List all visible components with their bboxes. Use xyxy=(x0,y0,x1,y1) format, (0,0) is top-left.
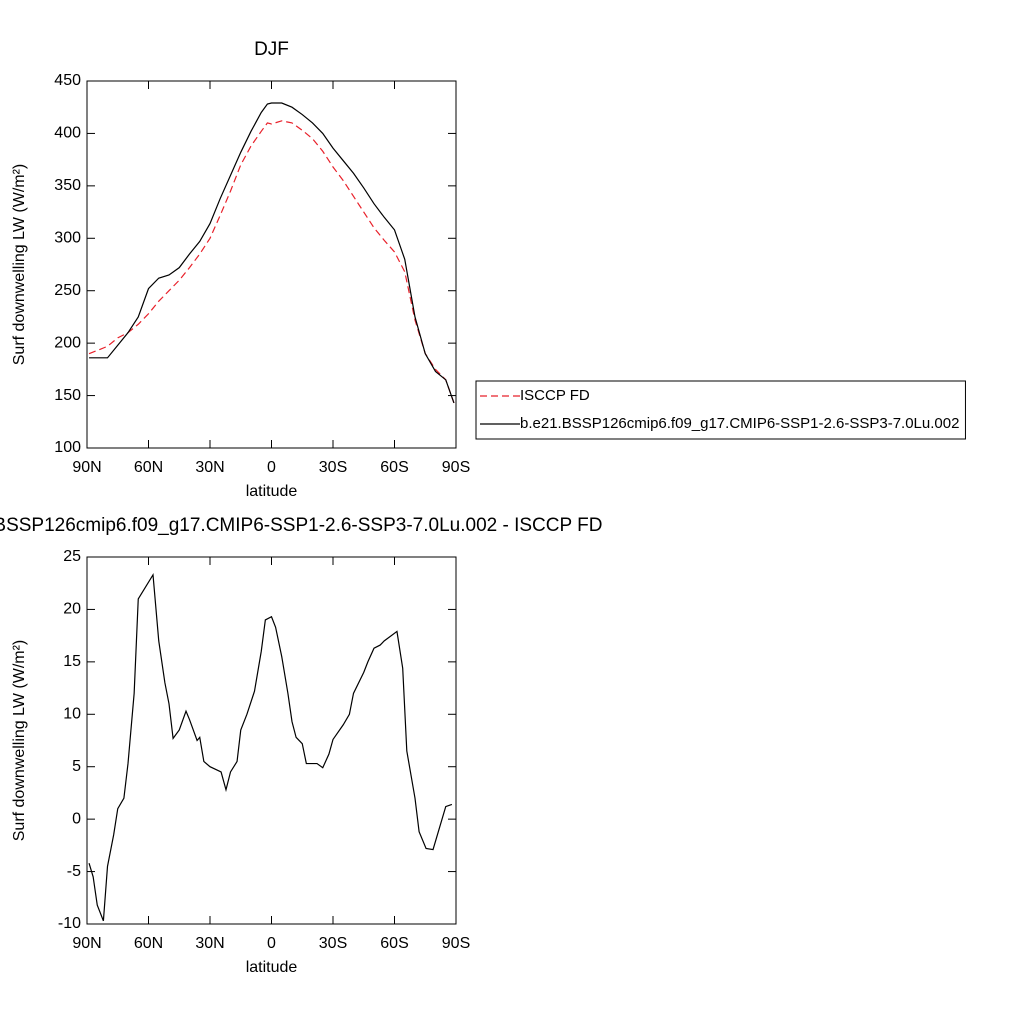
y-tick-label: 300 xyxy=(54,230,81,247)
legend-label: ISCCP FD xyxy=(520,387,590,404)
series-line xyxy=(88,572,453,922)
chart-title: DJF xyxy=(254,39,289,60)
x-tick-label: 0 xyxy=(267,935,276,952)
x-tick-label: 30N xyxy=(195,935,224,952)
plot-frame xyxy=(86,556,457,925)
y-axis-label: Surf downwelling LW (W/m²) xyxy=(11,640,28,842)
y-axis-label: Surf downwelling LW (W/m²) xyxy=(11,164,28,366)
x-tick-label: 30S xyxy=(319,459,347,476)
y-tick-label: -5 xyxy=(67,863,81,880)
series-line xyxy=(88,120,455,404)
y-tick-label: 250 xyxy=(54,282,81,299)
y-tick-label: 10 xyxy=(63,706,81,723)
x-tick-label: 60S xyxy=(380,459,408,476)
x-tick-label: 60N xyxy=(134,459,163,476)
x-tick-label: 30S xyxy=(319,935,347,952)
x-tick-label: 90S xyxy=(442,935,470,952)
x-tick-label: 60N xyxy=(134,935,163,952)
y-tick-label: 20 xyxy=(63,601,81,618)
x-tick-label: 90S xyxy=(442,459,470,476)
legend: ISCCP FD b.e21.BSSP126cmip6.f09_g17.CMIP6… xyxy=(475,380,966,440)
y-tick-label: -10 xyxy=(58,915,81,932)
x-axis-label: latitude xyxy=(246,483,298,500)
y-tick-label: 450 xyxy=(54,72,81,89)
x-tick-label: 90N xyxy=(72,935,101,952)
legend-label: b.e21.BSSP126cmip6.f09_g17.CMIP6-SSP1-2.… xyxy=(520,415,959,432)
x-tick-label: 90N xyxy=(72,459,101,476)
x-tick-label: 0 xyxy=(267,459,276,476)
legend-frame xyxy=(475,380,966,440)
y-tick-label: 200 xyxy=(54,334,81,351)
plot-frame xyxy=(86,80,457,449)
y-tick-label: 100 xyxy=(54,439,81,456)
x-tick-label: 60S xyxy=(380,935,408,952)
y-tick-label: 400 xyxy=(54,125,81,142)
x-tick-label: 30N xyxy=(195,459,224,476)
y-tick-label: 5 xyxy=(72,758,81,775)
y-tick-label: 350 xyxy=(54,177,81,194)
chart-title: b.e21.BSSP126cmip6.f09_g17.CMIP6-SSP1-2.… xyxy=(0,515,602,536)
y-tick-label: 150 xyxy=(54,387,81,404)
y-tick-label: 15 xyxy=(63,653,81,670)
y-tick-label: 25 xyxy=(63,548,81,565)
x-axis-label: latitude xyxy=(246,959,298,976)
y-tick-label: 0 xyxy=(72,810,81,827)
series-line xyxy=(89,102,455,404)
